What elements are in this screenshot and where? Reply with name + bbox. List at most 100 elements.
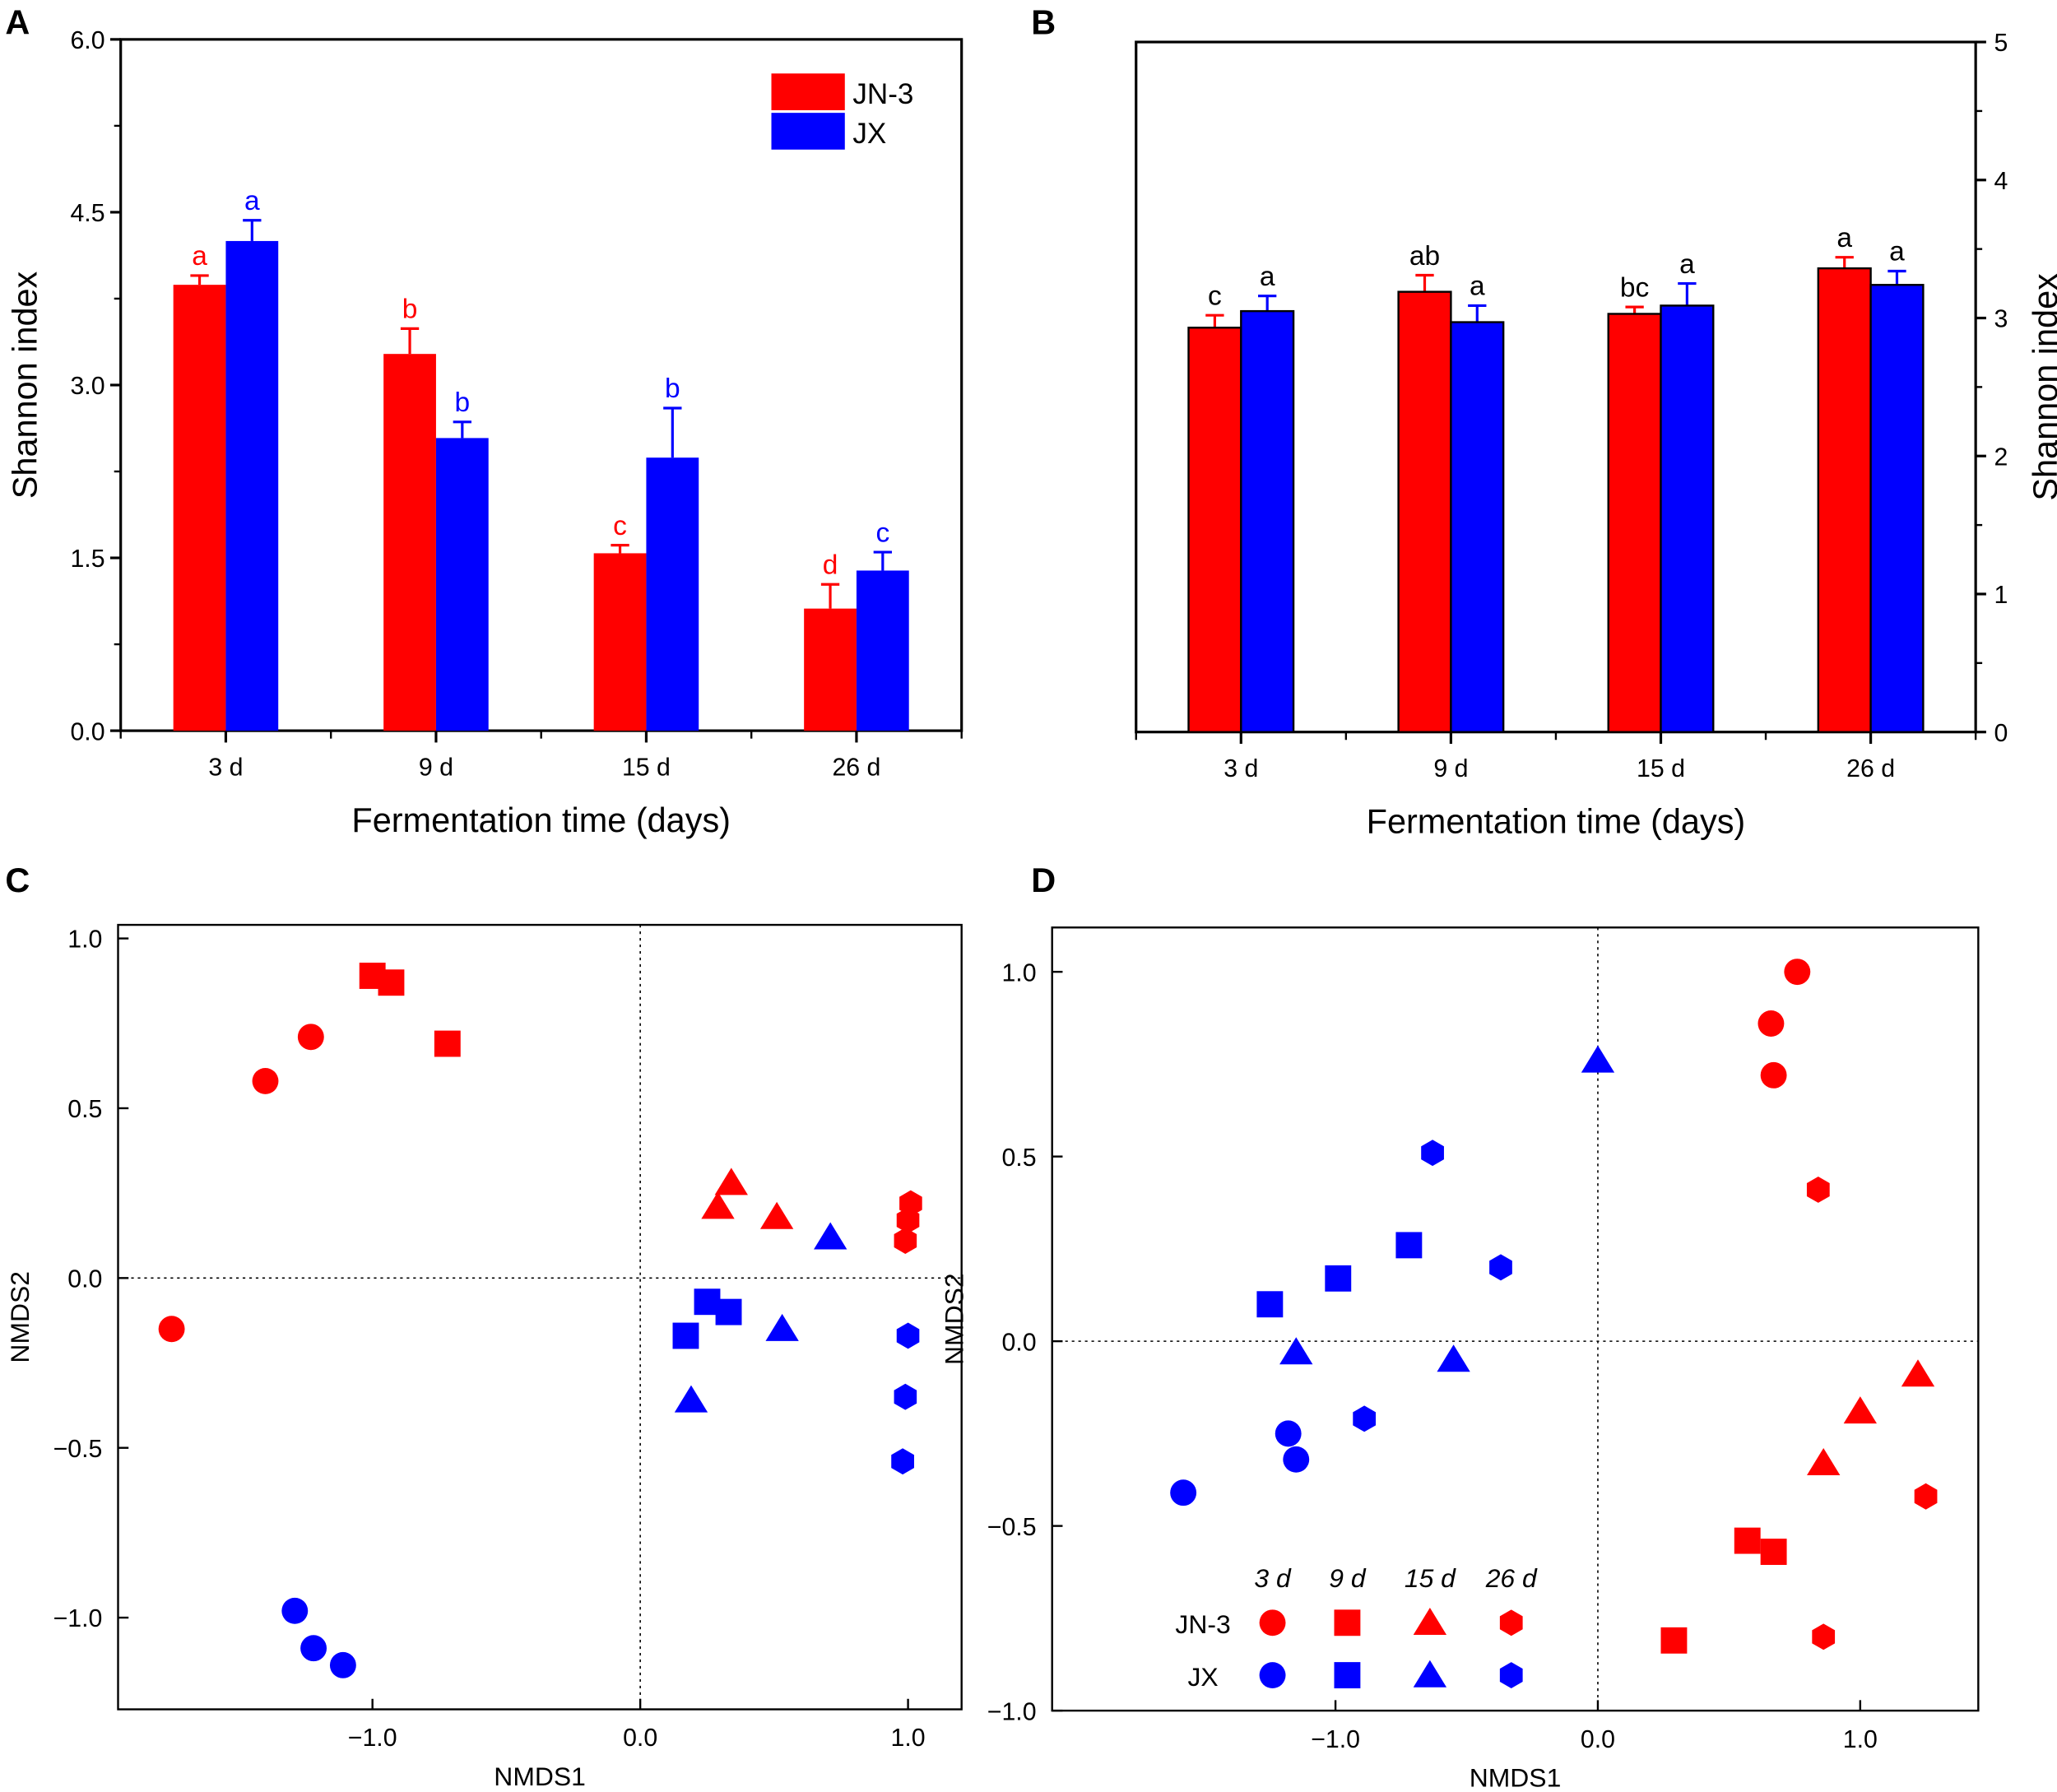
point-jx-square: [672, 1322, 699, 1349]
bar-jx: [856, 570, 909, 731]
point-jn-3-triangle: [1807, 1447, 1841, 1475]
legend-marker-square: [1334, 1609, 1361, 1636]
x-tick-label: 0.0: [1581, 1726, 1615, 1753]
point-jn-3-hexagon: [1806, 1177, 1830, 1203]
y-axis-title: NMDS2: [939, 1273, 968, 1365]
y-axis-title: NMDS2: [5, 1271, 35, 1363]
plot-frame: [1051, 926, 1980, 1712]
point-jx-circle: [1283, 1446, 1310, 1473]
point-jx-triangle: [814, 1222, 847, 1250]
significance-letter: bc: [1620, 272, 1649, 303]
y-tick-label: −1.0: [987, 1698, 1037, 1725]
bar-jn-3: [173, 285, 226, 731]
y-tick-label: 4: [1994, 168, 2008, 195]
point-jx-circle: [281, 1597, 309, 1624]
point-jn-3-square: [1760, 1539, 1787, 1565]
bar-jn-3: [804, 608, 857, 731]
legend-marker-triangle: [1413, 1660, 1447, 1688]
bar-jn-3: [593, 553, 647, 731]
bar-jx: [1450, 321, 1505, 733]
point-jn-3-triangle: [1843, 1396, 1878, 1424]
point-jx-hexagon: [896, 1322, 920, 1349]
x-tick-label: 1.0: [1843, 1726, 1878, 1753]
point-jx-hexagon: [1353, 1405, 1377, 1432]
point-jn-3-circle: [297, 1024, 324, 1051]
point-jx-circle: [300, 1635, 327, 1662]
point-jx-circle: [1170, 1479, 1197, 1506]
legend-marker-hexagon: [1499, 1662, 1523, 1689]
point-jn-3-triangle: [714, 1168, 748, 1195]
point-jn-3-square: [378, 969, 405, 996]
x-tick-label: −1.0: [1311, 1726, 1360, 1753]
significance-letter: b: [402, 295, 418, 325]
significance-letter: d: [823, 550, 838, 581]
plot-frame: [117, 923, 963, 1711]
point-jx-triangle: [1279, 1337, 1313, 1365]
significance-letter: a: [1470, 272, 1485, 302]
y-tick-label: 0.5: [1001, 1144, 1036, 1172]
point-jn-3-hexagon: [896, 1207, 920, 1234]
legend-group-label: JN-3: [1175, 1609, 1230, 1639]
point-jx-hexagon: [1421, 1140, 1444, 1167]
point-jn-3-triangle: [759, 1201, 794, 1229]
y-tick-label: 0.0: [1001, 1329, 1036, 1356]
y-tick-label: 4.5: [70, 200, 104, 227]
x-tick-label: 26 d: [1846, 755, 1895, 782]
legend-label: JX: [852, 118, 886, 150]
x-tick-label: 3 d: [1224, 755, 1258, 782]
point-jx-triangle: [1581, 1045, 1615, 1073]
panel-label-d: D: [1031, 861, 1056, 899]
y-tick-label: 1.0: [67, 926, 102, 954]
bar-jn-3: [1817, 267, 1872, 733]
point-jn-3-hexagon: [1914, 1483, 1938, 1510]
point-jn-3-circle: [1760, 1061, 1787, 1089]
x-tick-label: −1.0: [348, 1725, 397, 1752]
x-tick-label: 15 d: [622, 754, 671, 781]
y-axis-title: Shannon index: [6, 271, 44, 499]
significance-letter: c: [875, 518, 889, 548]
y-tick-label: 2: [1994, 443, 2008, 471]
y-tick-label: −1.0: [53, 1605, 103, 1632]
legend-day-label: 9 d: [1329, 1563, 1367, 1593]
point-jx-square: [1325, 1265, 1352, 1292]
x-axis-title: NMDS1: [494, 1762, 586, 1791]
panel-label-a: A: [5, 2, 30, 41]
x-tick-label: 9 d: [1433, 755, 1468, 782]
significance-letter: b: [665, 374, 680, 404]
bar-jx: [225, 240, 279, 731]
bar-jn-3: [1607, 313, 1662, 733]
legend-marker-square: [1334, 1662, 1361, 1689]
x-tick-label: 3 d: [208, 754, 243, 781]
x-tick-label: 26 d: [832, 754, 880, 781]
y-tick-label: 1.5: [70, 545, 104, 573]
point-jx-circle: [1275, 1420, 1302, 1447]
point-jx-hexagon: [1489, 1254, 1512, 1281]
bar-jx: [1869, 284, 1925, 733]
point-jx-triangle: [674, 1385, 708, 1413]
panel-label-c: C: [5, 861, 30, 899]
legend-swatch-jx: [771, 113, 845, 150]
legend-marker-hexagon: [1499, 1609, 1523, 1636]
bar-jx: [1240, 309, 1295, 733]
legend-day-label: 3 d: [1254, 1563, 1292, 1593]
point-jn-3-circle: [252, 1067, 279, 1094]
bar-jn-3: [383, 354, 436, 731]
point-jn-3-triangle: [701, 1191, 735, 1219]
bar-jx: [1660, 304, 1715, 733]
y-tick-label: 1.0: [1001, 959, 1036, 987]
significance-letter: a: [1260, 262, 1275, 292]
point-jx-square: [715, 1298, 742, 1325]
y-tick-label: 0: [1994, 720, 2008, 747]
chart-layer: 0.0 1.5 3.0 4.5 6.0 3 d a a 9 d b b 15 d c b 26 d d c Sha…: [5, 27, 2057, 1792]
point-jx-square: [1256, 1291, 1284, 1318]
significance-letter: c: [1208, 281, 1222, 311]
point-jx-hexagon: [894, 1383, 917, 1410]
y-tick-label: 3.0: [70, 373, 104, 400]
significance-letter: a: [1889, 237, 1905, 267]
y-tick-label: 0.0: [70, 718, 104, 745]
point-jn-3-hexagon: [1812, 1623, 1836, 1650]
x-axis-title: Fermentation time (days): [351, 801, 731, 839]
x-tick-label: 0.0: [623, 1725, 657, 1752]
point-jn-3-square: [434, 1030, 461, 1057]
point-jx-triangle: [1437, 1344, 1470, 1372]
